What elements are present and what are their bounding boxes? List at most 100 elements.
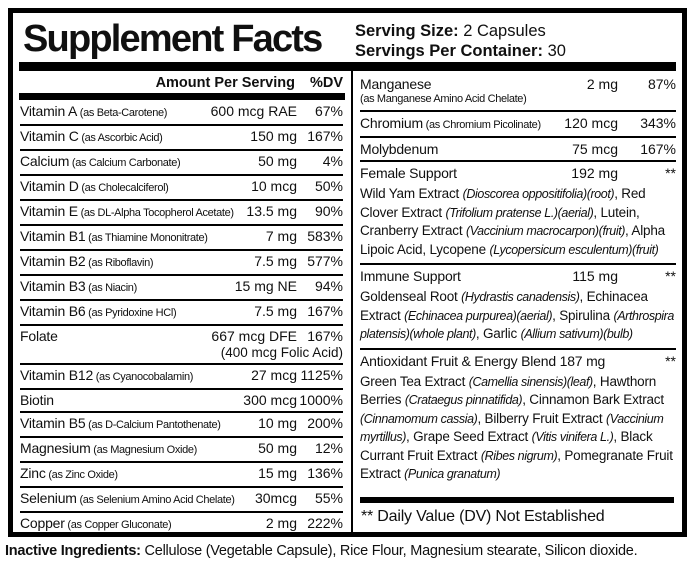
nutrient-dv: 90%: [314, 203, 343, 219]
nutrient-form: (as Calcium Carbonate): [69, 157, 181, 169]
nutrient-line: Vitamin E (as DL-Alpha Tocopherol Acetat…: [20, 203, 343, 222]
nutrient-form: (as DL-Alpha Tocopherol Acetate): [77, 207, 234, 219]
nutrient-title: Female Support: [360, 165, 457, 181]
nutrient-section: Manganese 2 mg 87% (as Manganese Amino Acid…: [360, 73, 676, 110]
nutrient-row: Vitamin A (as Beta-Carotene) 600 mcg RAE 6…: [20, 101, 343, 124]
left-nutrient-list: Vitamin A (as Beta-Carotene) 600 mcg RAE 6…: [13, 101, 351, 532]
latin-name: (Ribes nigrum): [480, 448, 558, 463]
nutrient-form: (as Ascorbic Acid): [78, 132, 163, 144]
blend-description: Goldenseal Root (Hydrastis canadensis), …: [360, 285, 676, 346]
nutrient-amount: 50 mg: [258, 153, 297, 169]
left-column-header: Amount Per Serving %DV: [13, 71, 351, 92]
nutrient-name: Zinc (as Zinc Oxide): [20, 465, 254, 484]
nutrient-form: (as Niacin): [85, 282, 137, 294]
ingredient-text: , Red Clover Extract: [360, 186, 646, 220]
nutrient-name: Chromium (as Chromium Picolinate): [360, 115, 560, 134]
ingredient-text: Wild Yam Extract: [360, 186, 463, 201]
inactive-ingredients-label: Inactive Ingredients:: [5, 543, 141, 559]
nutrient-title: Molybdenum: [360, 141, 439, 157]
nutrient-name: Magnesium (as Magnesium Oxide): [20, 440, 254, 459]
serving-size-line: Serving Size: 2 Capsules: [355, 21, 566, 41]
ingredient-text: , Hawthorn Berries: [360, 373, 657, 408]
nutrient-line: Vitamin B1 (as Thiamine Mononitrate) 7 mg…: [20, 228, 343, 247]
nutrient-line: Calcium (as Calcium Carbonate) 50 mg 4%: [20, 153, 343, 172]
nutrient-dv: 222%: [307, 515, 343, 531]
footnote-divider-bar: [360, 497, 674, 503]
nutrient-form: (as Copper Gluconate): [64, 519, 172, 531]
nutrient-title: Vitamin B1: [20, 228, 86, 244]
nutrient-name: Vitamin B3 (as Niacin): [20, 278, 231, 297]
nutrient-name: Vitamin B6 (as Pyridoxine HCl): [20, 303, 250, 322]
latin-name: (Trifolium pratense L.)(aerial): [445, 205, 594, 220]
nutrient-dv: 136%: [307, 465, 343, 481]
facts-columns: Amount Per Serving %DV Vitamin A (as Bet…: [13, 71, 682, 532]
nutrient-dv: 87%: [647, 76, 676, 92]
nutrient-line: Vitamin B3 (as Niacin) 15 mg NE 94%: [20, 278, 343, 297]
nutrient-row: Vitamin E (as DL-Alpha Tocopherol Acetat…: [20, 199, 343, 224]
nutrient-row: Vitamin B6 (as Pyridoxine HCl) 7.5 mg 167%: [20, 299, 343, 324]
nutrient-row: Vitamin B5 (as D-Calcium Pantothenate) 10…: [20, 411, 343, 436]
ingredient-text: , Cinnamon Bark Extract: [522, 392, 664, 407]
supplement-facts-panel: Supplement Facts Serving Size: 2 Capsule…: [8, 8, 687, 537]
nutrient-row: Zinc (as Zinc Oxide) 15 mg 136%: [20, 461, 343, 486]
dv-header: %DV: [309, 75, 343, 91]
nutrient-amount: 600 mcg RAE: [210, 103, 297, 119]
nutrient-title: Vitamin D: [20, 178, 79, 194]
nutrient-title: Vitamin B3: [20, 278, 86, 294]
right-column: Manganese 2 mg 87% (as Manganese Amino Acid…: [353, 71, 682, 532]
nutrient-row: Vitamin B12 (as Cyanocobalamin) 27 mcg 112…: [20, 363, 343, 388]
nutrient-name: Antioxidant Fruit & Energy Blend 187 mg: [360, 353, 614, 370]
nutrient-dv: 50%: [314, 178, 343, 194]
nutrient-name: Vitamin A (as Beta-Carotene): [20, 103, 207, 122]
serving-info: Serving Size: 2 Capsules Servings Per Co…: [355, 18, 566, 61]
nutrient-form: (as Thiamine Mononitrate): [85, 232, 208, 244]
blend-description: Wild Yam Extract (Dioscorea oppositifoli…: [360, 182, 676, 261]
nutrient-line: Magnesium (as Magnesium Oxide) 50 mg 12%: [20, 440, 343, 459]
ingredient-text: , Grape Seed Extract: [406, 429, 532, 444]
nutrient-dv: 1000%: [299, 392, 343, 408]
latin-name: (Crataegus pinnatifida): [404, 393, 523, 407]
nutrient-dv: 94%: [314, 278, 343, 294]
nutrient-title: Vitamin B2: [20, 253, 86, 269]
nutrient-row: Vitamin D (as Cholecalciferol) 10 mcg 50%: [20, 174, 343, 199]
latin-name: (Echinacea purpurea)(aerial): [404, 308, 553, 323]
ingredient-text: , Pomegranate Fruit Extract: [360, 447, 673, 482]
nutrient-dv: 577%: [307, 253, 343, 269]
latin-name: (Lycopersicum esculentum)(fruit): [489, 242, 659, 257]
ingredient-text: , Black Currant Fruit Extract: [360, 429, 653, 463]
nutrient-dv: 167%: [307, 328, 343, 344]
nutrient-form: (as Beta-Carotene): [77, 107, 168, 119]
nutrient-line: Copper (as Copper Gluconate) 2 mg 222%: [20, 515, 343, 532]
latin-name: (Arthrospira platensis)(whole plant): [360, 308, 674, 342]
nutrient-dv: 583%: [307, 228, 343, 244]
nutrient-name: Calcium (as Calcium Carbonate): [20, 153, 254, 172]
nutrient-dv: 4%: [322, 153, 343, 169]
nutrient-row: Biotin 300 mcg 1000%: [20, 388, 343, 411]
nutrient-form: (as Zinc Oxide): [45, 469, 118, 481]
nutrient-line: Female Support 192 mg **: [360, 165, 676, 182]
latin-name: (Vaccinium myrtillus): [360, 411, 664, 445]
nutrient-title: Biotin: [20, 392, 54, 408]
nutrient-row: Copper (as Copper Gluconate) 2 mg 222%: [20, 511, 343, 532]
nutrient-form: (as Pyridoxine HCl): [85, 307, 177, 319]
nutrient-amount: 120 mcg: [564, 115, 618, 131]
nutrient-row: Magnesium (as Magnesium Oxide) 50 mg 12%: [20, 436, 343, 461]
nutrient-form: (as Riboflavin): [85, 257, 154, 269]
dv-footnote: ** Daily Value (DV) Not Established: [361, 508, 605, 525]
nutrient-row: Folate 667 mcg DFE 167% (400 mcg Folic Acid…: [20, 324, 343, 363]
ingredient-text: , Garlic: [475, 326, 521, 341]
nutrient-row: Vitamin B1 (as Thiamine Mononitrate) 7 mg…: [20, 224, 343, 249]
blend-description: Green Tea Extract (Camellia sinensis)(le…: [360, 370, 676, 486]
nutrient-dv: 343%: [640, 115, 676, 131]
nutrient-amount: 300 mcg: [243, 392, 297, 408]
nutrient-name: Immune Support: [360, 268, 568, 285]
nutrient-row: Vitamin C (as Ascorbic Acid) 150 mg 167%: [20, 124, 343, 149]
nutrient-dv: 67%: [314, 103, 343, 119]
nutrient-form: (as Manganese Amino Acid Chelate): [360, 93, 527, 105]
nutrient-row: Vitamin B2 (as Riboflavin) 7.5 mg 577%: [20, 249, 343, 274]
ingredient-text: , Bilberry Fruit Extract: [477, 410, 606, 426]
nutrient-amount: 75 mcg: [572, 141, 618, 157]
panel-title: Supplement Facts: [23, 18, 323, 60]
latin-name: (Vitis vinifera L.): [531, 430, 614, 444]
servings-per-container-line: Servings Per Container: 30: [355, 41, 566, 61]
